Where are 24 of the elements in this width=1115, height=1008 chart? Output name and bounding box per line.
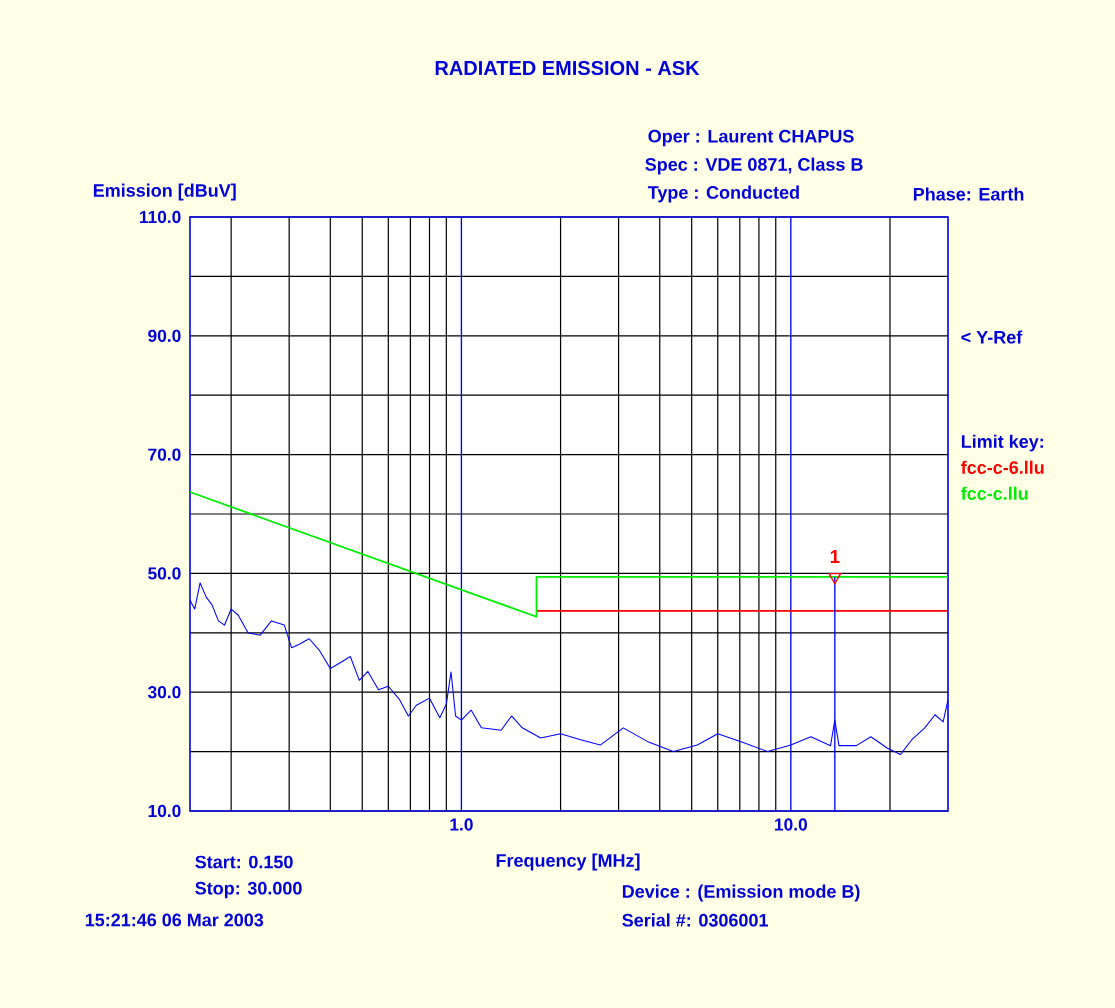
annotation: 1	[830, 550, 840, 563]
text: Type : Conducted	[647, 185, 799, 203]
text: Serial #: 0306001	[622, 913, 768, 927]
y-tick-label: 10.0	[148, 804, 181, 818]
x-axis-title: Frequency [MHz]	[496, 853, 640, 871]
text: fcc-c.llu	[961, 486, 1028, 500]
y-tick-label: 50.0	[148, 567, 181, 580]
text: 15:21:46 06 Mar 2003	[85, 913, 264, 927]
legend-title: Limit key:	[961, 434, 1043, 452]
y-axis-title: Emission [dBuV]	[93, 183, 236, 201]
chart-title: RADIATED EMISSION - ASK	[435, 60, 700, 76]
text: Device : (Emission mode B)	[622, 884, 860, 902]
x-tick-label: 1.0	[450, 818, 473, 831]
y-tick-label: 90.0	[148, 329, 181, 342]
y-tick-label: 30.0	[147, 686, 181, 699]
text: Start: 0.150	[195, 855, 293, 869]
text: Oper : Laurent CHAPUS	[648, 129, 854, 147]
text: Spec : VDE 0871, Class B	[645, 157, 863, 175]
y-tick-label: 110.0	[139, 210, 181, 224]
text: fcc-c-6.llu	[961, 460, 1044, 474]
text: Phase: Earth	[913, 187, 1024, 201]
text: Stop: 30.000	[195, 881, 302, 899]
text: < Y-Ref	[961, 330, 1023, 344]
y-tick-label: 70.0	[148, 448, 181, 461]
